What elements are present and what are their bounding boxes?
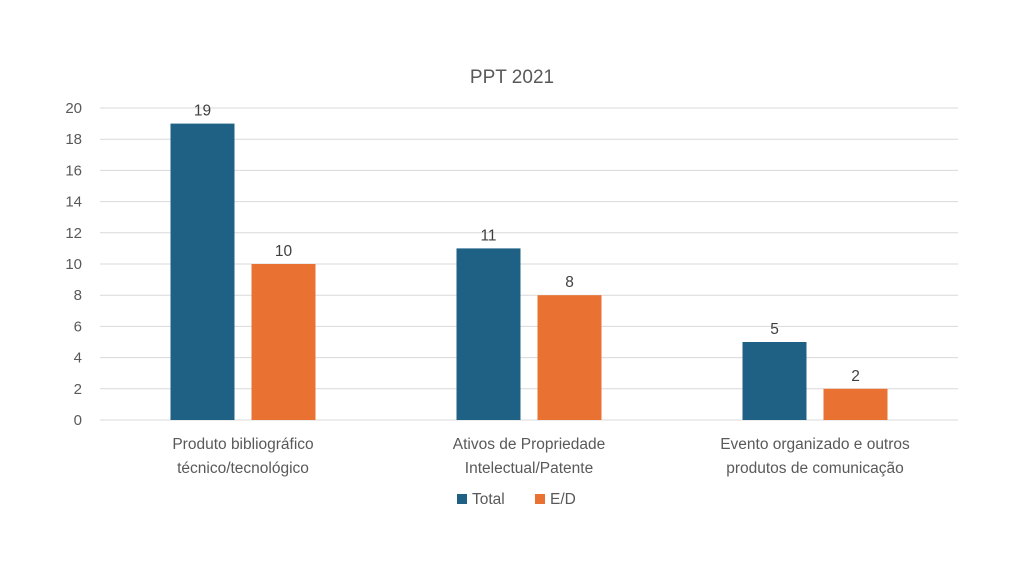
legend-swatch <box>535 494 545 504</box>
y-tick-label: 6 <box>74 318 82 335</box>
x-category-label: produtos de comunicação <box>726 460 904 477</box>
data-label: 2 <box>851 368 860 385</box>
bar-e-d-1 <box>251 264 316 420</box>
x-axis: Produto bibliográfico técnico/tecnológico… <box>172 436 910 477</box>
x-category-label: Ativos de Propriedade <box>453 436 606 453</box>
legend: Total E/D <box>457 491 576 508</box>
data-label: 8 <box>565 274 574 291</box>
y-tick-label: 8 <box>74 287 82 304</box>
legend-label: E/D <box>550 491 576 508</box>
bar-e-d-3 <box>823 388 888 420</box>
y-tick-label: 4 <box>74 350 82 367</box>
y-tick-label: 20 <box>65 100 82 117</box>
y-tick-label: 12 <box>65 225 82 242</box>
data-label: 11 <box>480 227 496 244</box>
legend-swatch <box>457 494 467 504</box>
data-labels: 19 10 11 8 5 2 <box>194 103 860 385</box>
bar-total-2 <box>456 248 521 420</box>
x-category-label: técnico/tecnológico <box>177 460 309 477</box>
y-axis: 0 2 4 6 8 10 12 14 16 18 20 <box>65 100 82 429</box>
data-label: 19 <box>194 103 211 120</box>
x-category-label: Evento organizado e outros <box>720 436 910 453</box>
y-tick-label: 10 <box>65 256 82 273</box>
bars <box>170 123 888 420</box>
data-label: 10 <box>275 243 293 260</box>
gridlines <box>100 107 958 421</box>
bar-e-d-2 <box>537 295 602 420</box>
chart-title: PPT 2021 <box>470 67 554 88</box>
x-category-label: Intelectual/Patente <box>465 460 593 477</box>
y-tick-label: 14 <box>65 194 82 211</box>
legend-label: Total <box>472 491 505 508</box>
y-tick-label: 16 <box>65 162 82 179</box>
x-category-label: Produto bibliográfico <box>172 436 313 453</box>
bar-total-1 <box>170 123 235 420</box>
y-tick-label: 0 <box>74 412 82 429</box>
y-tick-label: 2 <box>74 381 82 398</box>
data-label: 5 <box>770 321 779 338</box>
y-tick-label: 18 <box>65 131 82 148</box>
bar-total-3 <box>742 342 807 420</box>
